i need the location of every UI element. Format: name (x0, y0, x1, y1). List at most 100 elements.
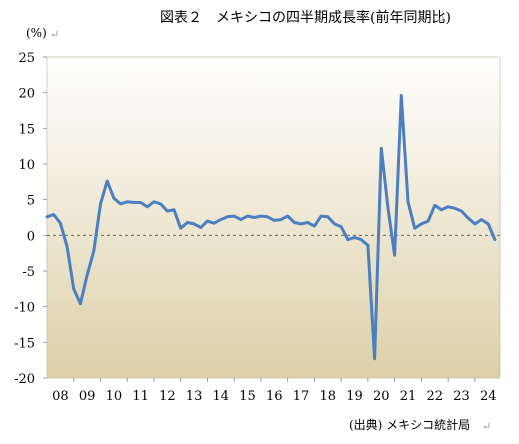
x-tick-label: 09 (79, 389, 96, 404)
data-point (152, 200, 156, 203)
data-point (386, 207, 390, 210)
x-axis-ticks: 08 09 10 11 12 13 14 15 16 17 18 19 20 21 22 23 24 (52, 389, 496, 404)
data-point (373, 357, 376, 360)
y-axis-ticks: 25 20 15 10 5 0 -5 -10 -15 -20 (14, 51, 47, 387)
data-point (299, 222, 303, 226)
data-point (159, 202, 162, 206)
unit-return-mark: ↵ (50, 28, 59, 41)
data-point (112, 197, 116, 200)
x-tick-label: 24 (480, 389, 497, 404)
data-point (393, 254, 396, 257)
data-point (360, 238, 363, 241)
data-point (406, 200, 410, 203)
x-tick-label: 10 (106, 389, 123, 404)
data-point (253, 216, 256, 219)
data-point (286, 214, 289, 218)
data-point (179, 227, 182, 230)
y-tick-label: 25 (18, 51, 35, 66)
data-point (467, 217, 470, 220)
data-point (166, 209, 169, 213)
data-point (473, 222, 477, 226)
x-tick-label: 12 (159, 389, 176, 404)
x-tick-label: 23 (453, 389, 470, 404)
x-tick-label: 20 (373, 389, 390, 404)
data-point (172, 208, 176, 211)
chart-title: 図表２ メキシコの四半期成長率(前年同期比) (160, 9, 451, 26)
x-tick-label: 08 (52, 389, 69, 404)
source-group: (出典) メキシコ統計局 ↵ (349, 417, 491, 433)
x-tick-label: 21 (400, 389, 417, 404)
data-point (420, 222, 423, 226)
source-return-mark: ↵ (482, 420, 491, 433)
x-tick-label: 13 (186, 389, 203, 404)
data-point (99, 202, 102, 206)
y-tick-label: -15 (14, 336, 35, 351)
data-point (306, 221, 309, 224)
data-point (433, 204, 436, 207)
data-point (219, 218, 222, 221)
data-point (293, 221, 296, 224)
y-tick-label: -10 (14, 301, 35, 316)
y-tick-label: 10 (18, 158, 35, 173)
data-point (233, 214, 236, 218)
data-point (85, 274, 89, 277)
y-unit-label: (%) (26, 26, 47, 40)
data-point (326, 215, 329, 218)
data-point (400, 94, 403, 97)
data-point (92, 249, 96, 253)
data-point (139, 201, 142, 204)
y-tick-label: 15 (18, 122, 35, 137)
data-point (132, 201, 136, 204)
data-point (79, 302, 82, 305)
data-point (313, 224, 316, 228)
x-tick-label: 15 (239, 389, 256, 404)
y-tick-label: -20 (14, 372, 35, 387)
data-point (259, 214, 263, 218)
series-group (45, 94, 497, 361)
data-point (487, 222, 490, 226)
data-point (366, 244, 370, 247)
x-tick-label: 18 (320, 389, 337, 404)
data-point (52, 213, 55, 216)
data-point (59, 222, 62, 225)
y-tick-label: 0 (27, 229, 35, 244)
data-point (186, 221, 189, 224)
x-tick-label: 16 (266, 389, 283, 404)
data-point (72, 287, 75, 290)
data-point (212, 222, 216, 225)
title-return-mark: ↵ (436, 13, 445, 26)
data-point (346, 238, 349, 241)
data-point (266, 215, 269, 218)
source-note: (出典) メキシコ統計局 (349, 417, 470, 432)
data-point (279, 218, 283, 221)
data-point (380, 147, 383, 150)
data-point (119, 202, 122, 206)
data-point (146, 205, 149, 208)
data-point (106, 179, 109, 183)
data-point (493, 238, 497, 241)
data-point (273, 219, 276, 222)
x-tick-label: 11 (132, 389, 149, 404)
data-point (192, 222, 196, 226)
data-point (319, 214, 323, 218)
data-point (460, 209, 463, 213)
x-tick-label: 17 (293, 389, 310, 404)
data-point (126, 200, 129, 203)
data-point (480, 218, 483, 221)
y-tick-label: 5 (27, 194, 35, 209)
y-tick-label: 20 (18, 87, 35, 102)
data-point (239, 218, 243, 221)
gridlines (73, 378, 476, 382)
x-tick-label: 14 (213, 389, 230, 404)
data-point (446, 205, 450, 208)
data-point (426, 219, 430, 223)
data-point (440, 208, 443, 211)
data-point (246, 214, 249, 218)
x-tick-label: 19 (346, 389, 363, 404)
data-point (353, 236, 356, 239)
plot-area (46, 56, 501, 379)
data-point (206, 219, 209, 223)
data-point (453, 207, 456, 210)
x-tick-label: 22 (426, 389, 443, 404)
